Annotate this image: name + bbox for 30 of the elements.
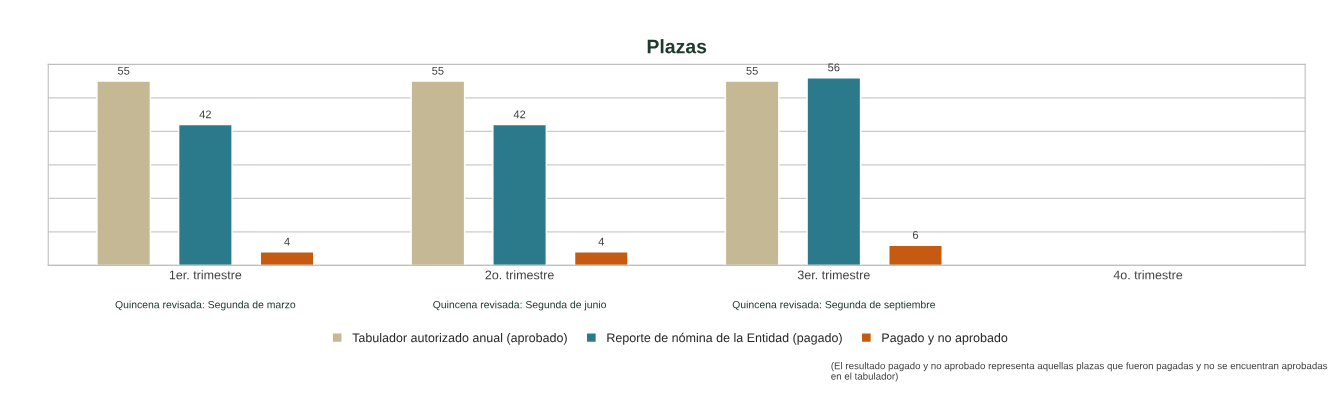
data-label: 56 <box>828 63 840 72</box>
bar <box>259 251 315 266</box>
bar <box>724 80 780 266</box>
data-label: 4 <box>598 237 605 246</box>
data-label: 6 <box>912 230 919 239</box>
text: Quincena revisada: Segunda de junio <box>433 300 607 311</box>
bar <box>888 244 943 266</box>
data-label: 55 <box>117 66 130 75</box>
data-label: 42 <box>199 110 211 119</box>
chart-title: Plazas <box>647 39 707 54</box>
data-label: 55 <box>432 66 444 75</box>
bar <box>492 123 547 266</box>
data-label: 55 <box>746 66 758 75</box>
x-tick-label: 1er. trimestre <box>169 270 242 280</box>
data-label: 4 <box>284 237 290 246</box>
bar <box>573 251 629 266</box>
text: (El resultado pagado y no aprobado representa aquellas plazas que fueron pagadas y no se encuentran aprobadas en el tabulador) <box>831 362 1328 382</box>
bar <box>806 77 862 266</box>
x-tick-label: 2o. trimestre <box>485 270 554 280</box>
bar <box>177 123 233 266</box>
legend-label: Pagado y no aprobado <box>882 333 1008 345</box>
x-tick-label: 3er. trimestre <box>797 270 870 280</box>
legend-label: Reporte de nómina de la Entidad (pagado) <box>607 332 842 345</box>
data-label: 42 <box>513 110 526 119</box>
legend-label: Tabulador autorizado anual (aprobado) <box>352 333 567 345</box>
bar <box>410 80 466 266</box>
bar <box>96 80 152 266</box>
x-tick-label: 4o. trimestre <box>1113 270 1183 280</box>
text: Quincena revisada: Segunda de septiembre <box>732 300 935 311</box>
text: Quincena revisada: Segunda de marzo <box>115 300 296 311</box>
